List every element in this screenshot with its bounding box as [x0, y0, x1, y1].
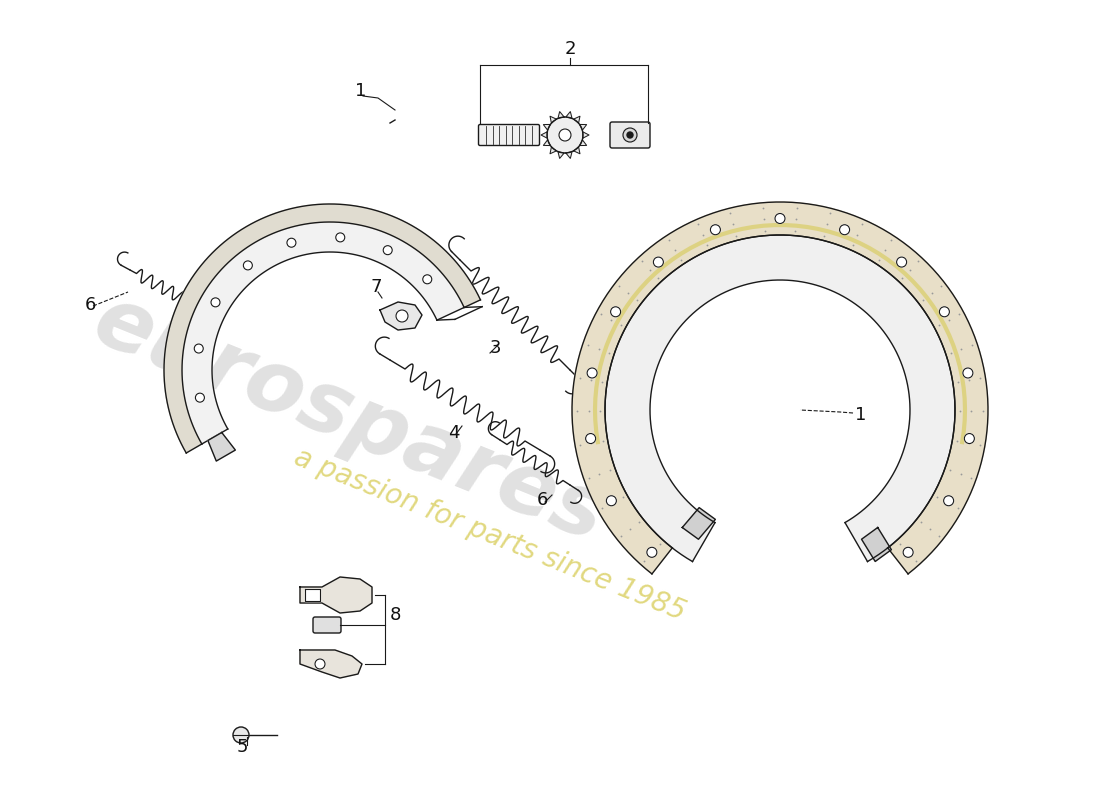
Circle shape: [962, 368, 972, 378]
Circle shape: [287, 238, 296, 247]
Polygon shape: [565, 112, 572, 118]
FancyBboxPatch shape: [610, 122, 650, 148]
Circle shape: [610, 306, 620, 317]
Polygon shape: [565, 151, 572, 158]
Circle shape: [196, 393, 205, 402]
Polygon shape: [543, 140, 550, 146]
Polygon shape: [305, 589, 320, 601]
Circle shape: [195, 344, 204, 353]
Circle shape: [587, 368, 597, 378]
Circle shape: [396, 310, 408, 322]
Polygon shape: [580, 140, 586, 146]
Circle shape: [939, 306, 949, 317]
Circle shape: [585, 434, 595, 443]
Circle shape: [776, 214, 785, 223]
Text: 1: 1: [855, 406, 867, 424]
Polygon shape: [541, 132, 548, 138]
Circle shape: [559, 129, 571, 141]
FancyBboxPatch shape: [478, 125, 539, 146]
Circle shape: [233, 727, 249, 743]
Text: a passion for parts since 1985: a passion for parts since 1985: [290, 443, 690, 626]
Circle shape: [315, 659, 324, 669]
Text: 6: 6: [85, 296, 97, 314]
Polygon shape: [208, 433, 235, 461]
Circle shape: [711, 225, 720, 234]
Circle shape: [627, 132, 632, 138]
Circle shape: [653, 257, 663, 267]
Polygon shape: [550, 147, 557, 154]
Circle shape: [606, 496, 616, 506]
Circle shape: [965, 434, 975, 443]
Polygon shape: [573, 147, 580, 154]
Polygon shape: [682, 508, 715, 539]
Polygon shape: [580, 125, 586, 130]
Text: 4: 4: [448, 424, 460, 442]
Circle shape: [211, 298, 220, 307]
Polygon shape: [605, 235, 955, 562]
Circle shape: [243, 261, 252, 270]
Circle shape: [623, 128, 637, 142]
Polygon shape: [558, 151, 564, 158]
Circle shape: [839, 225, 849, 234]
Polygon shape: [861, 527, 891, 562]
Circle shape: [896, 257, 906, 267]
Polygon shape: [300, 650, 362, 678]
Polygon shape: [182, 222, 464, 444]
Text: 5: 5: [236, 738, 249, 756]
Polygon shape: [379, 302, 422, 330]
Text: 1: 1: [355, 82, 366, 100]
Circle shape: [336, 233, 344, 242]
Text: 6: 6: [537, 491, 549, 509]
Circle shape: [547, 117, 583, 153]
Circle shape: [422, 274, 432, 284]
Text: 8: 8: [390, 606, 402, 624]
Circle shape: [944, 496, 954, 506]
Polygon shape: [300, 577, 372, 613]
Text: 2: 2: [565, 40, 576, 58]
Polygon shape: [583, 132, 588, 138]
Circle shape: [647, 547, 657, 558]
Polygon shape: [543, 125, 550, 130]
Text: 3: 3: [490, 339, 502, 357]
Polygon shape: [572, 202, 988, 574]
Polygon shape: [573, 116, 580, 123]
Text: 7: 7: [370, 278, 382, 296]
Polygon shape: [550, 116, 557, 123]
Polygon shape: [164, 204, 481, 453]
Text: eurospares: eurospares: [82, 279, 618, 561]
Circle shape: [383, 246, 393, 254]
Circle shape: [903, 547, 913, 558]
Polygon shape: [558, 112, 564, 118]
FancyBboxPatch shape: [314, 617, 341, 633]
